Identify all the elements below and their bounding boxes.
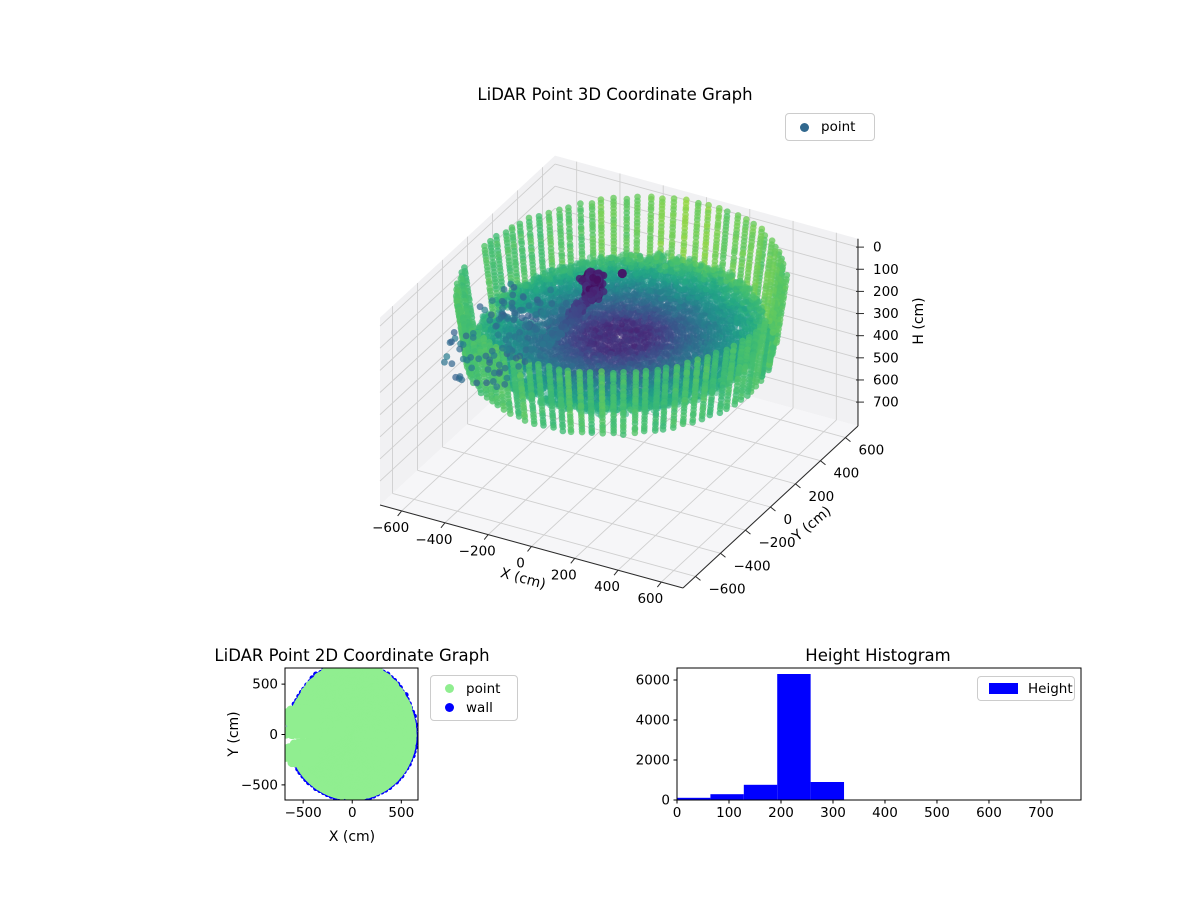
plot2d-legend: point wall <box>430 675 518 721</box>
plot2d-legend-row-point: point <box>440 679 507 698</box>
wall-legend-marker-icon <box>445 703 454 712</box>
plot3d-title: LiDAR Point 3D Coordinate Graph <box>477 85 753 104</box>
height-legend-swatch-icon <box>989 683 1018 694</box>
plot2d-legend-row-wall: wall <box>440 698 507 717</box>
plot3d-legend-label: point <box>821 119 856 135</box>
plot2d-legend-label-point: point <box>466 680 501 697</box>
plot3d-legend: point <box>785 113 875 141</box>
plot2d-ylabel: Y (cm) <box>226 711 242 757</box>
histogram-legend: Height <box>977 676 1075 701</box>
plot2d-title: LiDAR Point 2D Coordinate Graph <box>214 646 490 665</box>
histogram-legend-label: Height <box>1028 680 1073 697</box>
plot3d-zlabel: H (cm) <box>911 297 927 345</box>
plot3d-legend-row: point <box>795 118 864 137</box>
plot2d-xlabel: X (cm) <box>328 829 376 845</box>
point-legend-marker-icon <box>445 684 454 693</box>
plot2d-legend-label-wall: wall <box>466 699 493 716</box>
point-legend-marker-icon <box>800 122 809 132</box>
histogram-legend-row: Height <box>987 680 1073 697</box>
histogram-title: Height Histogram <box>805 646 951 665</box>
